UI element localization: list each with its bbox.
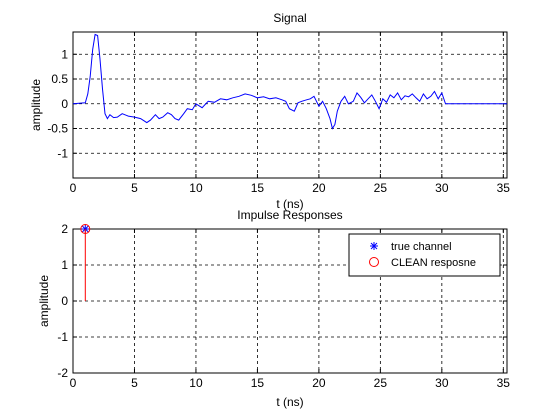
impulse-x-axis-label: t (ns) xyxy=(276,395,303,409)
y-tick-label: 1 xyxy=(61,47,68,61)
x-tick-label: 20 xyxy=(312,181,326,195)
circle-marker-icon xyxy=(369,257,379,267)
x-tick-label: 5 xyxy=(131,376,138,390)
y-tick-label: -2 xyxy=(57,366,68,380)
signal-axes: 0 5 10 15 20 25 30 35-1-0.500.51 Signal t (ns) … xyxy=(29,11,510,211)
x-tick-label: 25 xyxy=(374,376,388,390)
impulse-y-axis-label: amplitude xyxy=(37,275,51,327)
y-tick-label: -0.5 xyxy=(47,122,68,136)
legend-box xyxy=(348,233,501,277)
star-marker-icon xyxy=(370,242,378,250)
circle-marker xyxy=(80,224,91,234)
legend-label-clean-response: CLEAN resposne xyxy=(391,257,476,269)
y-tick-label: -1 xyxy=(57,146,68,160)
legend-entry-clean-response: CLEAN resposne xyxy=(369,257,476,269)
signal-ticks: 0 5 10 15 20 25 30 35 -1 -0.5 0 0.5 1 xyxy=(47,32,510,195)
x-tick-label: 15 xyxy=(251,376,265,390)
impulse-title: Impulse Responses xyxy=(237,208,342,222)
signal-grid xyxy=(73,32,507,178)
legend: true channel CLEAN resposne xyxy=(348,233,501,277)
x-tick-label: 10 xyxy=(189,376,203,390)
x-tick-label: 10 xyxy=(189,181,203,195)
y-tick-label: 0 xyxy=(61,294,68,308)
x-tick-label: 25 xyxy=(374,181,388,195)
x-tick-label: 0 xyxy=(70,181,77,195)
x-tick-label: 35 xyxy=(497,376,511,390)
y-tick-label: -1 xyxy=(57,330,68,344)
impulse-series xyxy=(80,224,91,301)
x-tick-label: 15 xyxy=(251,181,265,195)
impulse-ticks: 0 5 10 15 20 25 30 35 -2 -1 0 1 2 xyxy=(57,222,510,390)
y-tick-label: 2 xyxy=(61,222,68,236)
legend-label-true-channel: true channel xyxy=(391,241,452,253)
signal-x-axis-label: t (ns) xyxy=(276,197,303,211)
x-tick-label: 0 xyxy=(70,376,77,390)
y-tick-label: 0 xyxy=(61,97,68,111)
x-tick-label: 30 xyxy=(435,376,449,390)
legend-entry-true-channel: true channel xyxy=(370,241,452,253)
signal-plot-area xyxy=(72,31,508,179)
impulse-grid xyxy=(73,229,507,373)
x-tick-label: 35 xyxy=(497,181,511,195)
signal-y-axis-label: amplitude xyxy=(29,79,43,131)
x-tick-label: 20 xyxy=(312,376,326,390)
signal-series xyxy=(72,33,507,130)
y-tick-label: 0.5 xyxy=(51,72,68,86)
signal-title: Signal xyxy=(273,11,306,25)
x-tick-label: 30 xyxy=(435,181,449,195)
y-tick-label: 1 xyxy=(61,258,68,272)
x-tick-label: 5 xyxy=(131,181,138,195)
signal-line xyxy=(72,33,507,130)
